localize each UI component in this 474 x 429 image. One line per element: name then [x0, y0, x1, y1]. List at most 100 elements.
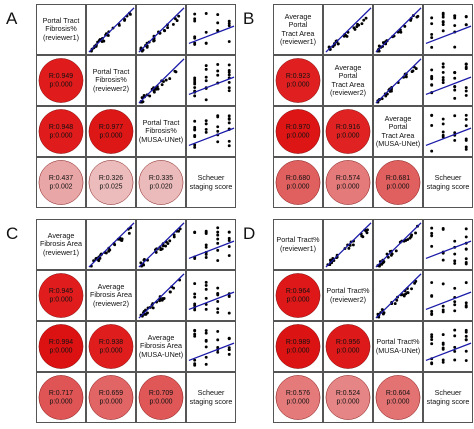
- data-point: [441, 135, 445, 139]
- data-point: [353, 27, 357, 31]
- data-point: [139, 261, 143, 265]
- scatter-cell: [186, 4, 236, 55]
- data-point: [381, 312, 385, 316]
- data-point: [227, 337, 231, 341]
- fit-line: [375, 222, 422, 268]
- data-point: [164, 244, 168, 248]
- data-point: [441, 358, 445, 362]
- data-point: [364, 16, 368, 20]
- data-point: [193, 133, 197, 137]
- scatter-points: [89, 11, 132, 53]
- scatter-points: [430, 281, 468, 316]
- correlation-cell: R:0.923 p:0.000: [273, 55, 323, 106]
- correlation-circle-svg: R:0.923 p:0.000: [275, 58, 321, 103]
- variable-label: Portal Tract% (MUSA-UNet): [375, 337, 421, 355]
- data-point: [204, 256, 208, 259]
- data-point: [441, 23, 445, 27]
- data-point: [216, 346, 220, 349]
- fit-line: [325, 7, 372, 53]
- variable-label-cell: Average Portal Tract Area (reviewer2): [323, 55, 373, 106]
- data-point: [410, 233, 414, 237]
- correlation-circle: [275, 109, 321, 154]
- data-point: [453, 286, 457, 290]
- correlation-circle-svg: R:0.335 p:0.020: [138, 160, 184, 205]
- scatter-cell: [423, 321, 473, 372]
- correlation-circle-svg: R:0.938 p:0.000: [88, 324, 134, 369]
- data-point: [123, 17, 127, 21]
- data-point: [464, 23, 468, 27]
- data-point: [381, 261, 385, 265]
- correlation-cell: R:0.717 p:0.000: [36, 372, 86, 423]
- data-point: [464, 281, 468, 285]
- data-point: [430, 32, 434, 36]
- scatter-plot-r2-c3: [138, 58, 185, 104]
- fit-line: [325, 222, 372, 268]
- correlation-circle-svg: R:0.964 p:0.000: [275, 273, 321, 318]
- data-point: [193, 78, 197, 82]
- data-point: [430, 294, 434, 298]
- data-point: [204, 339, 208, 343]
- data-point: [406, 291, 410, 294]
- scatter-plot-r1-c4: [188, 12, 235, 46]
- fit-line: [138, 222, 185, 268]
- correlation-circle-svg: R:0.989 p:0.000: [275, 324, 321, 369]
- fit-line: [88, 7, 135, 53]
- data-point: [464, 247, 468, 251]
- r-value: R:0.574: [336, 175, 360, 182]
- data-point: [384, 94, 388, 98]
- r-value: R:0.335: [149, 175, 173, 182]
- scatter-points: [193, 280, 231, 315]
- data-point: [166, 26, 170, 30]
- data-point: [430, 342, 434, 346]
- data-point: [430, 234, 434, 238]
- data-point: [410, 287, 413, 291]
- correlation-circle: [38, 58, 84, 103]
- correlation-cell: R:0.964 p:0.000: [273, 270, 323, 321]
- data-point: [193, 94, 197, 98]
- variable-label: Average Portal Tract Area (reviewer2): [330, 62, 366, 97]
- data-point: [193, 302, 197, 306]
- data-point: [227, 311, 231, 315]
- data-point: [414, 279, 418, 283]
- data-point: [227, 239, 231, 242]
- data-point: [204, 362, 208, 366]
- data-point: [204, 331, 208, 335]
- data-point: [464, 349, 468, 353]
- data-point: [227, 86, 231, 90]
- data-point: [227, 294, 231, 298]
- data-point: [193, 292, 197, 296]
- data-point: [227, 348, 231, 352]
- correlation-circle-svg: R:0.945 p:0.000: [38, 273, 84, 318]
- data-point: [464, 334, 468, 338]
- data-point: [441, 81, 445, 85]
- data-point: [204, 122, 208, 126]
- data-point: [204, 12, 208, 15]
- data-point: [464, 145, 468, 149]
- data-point: [441, 13, 445, 17]
- data-point: [441, 346, 445, 350]
- data-point: [177, 14, 181, 18]
- data-point: [216, 230, 220, 234]
- data-point: [227, 73, 231, 77]
- data-point: [414, 231, 418, 235]
- r-value: R:0.977: [99, 124, 123, 131]
- data-point: [204, 329, 208, 332]
- scatter-cell: [423, 55, 473, 106]
- fit-line: [425, 291, 472, 311]
- data-point: [172, 235, 176, 239]
- data-point: [453, 300, 457, 304]
- r-value: R:0.680: [286, 175, 310, 182]
- scatter-plot-r3-c4: [188, 114, 235, 149]
- data-point: [204, 245, 208, 249]
- data-point: [453, 45, 457, 49]
- data-point: [113, 243, 117, 247]
- r-value: R:0.945: [49, 288, 73, 295]
- scatter-cell: [423, 270, 473, 321]
- data-point: [107, 249, 111, 253]
- correlation-cell: R:0.659 p:0.000: [86, 372, 136, 423]
- correlation-cell: R:0.524 p:0.000: [323, 372, 373, 423]
- correlation-cell: R:0.574 p:0.000: [323, 157, 373, 208]
- correlation-circle-svg: R:0.956 p:0.000: [325, 324, 371, 369]
- p-value: p:0.000: [99, 348, 122, 355]
- variable-label: Portal Tract Fibrosis% (MUSA-UNet): [138, 118, 184, 144]
